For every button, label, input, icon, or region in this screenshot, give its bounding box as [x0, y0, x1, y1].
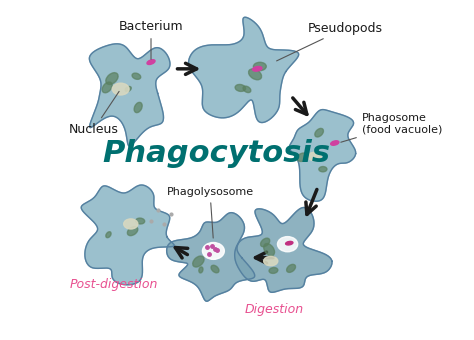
Polygon shape	[189, 17, 299, 122]
Ellipse shape	[315, 129, 323, 137]
Ellipse shape	[124, 219, 138, 229]
Ellipse shape	[308, 152, 321, 161]
Ellipse shape	[102, 82, 112, 93]
Text: Post-digestion: Post-digestion	[70, 278, 158, 291]
Ellipse shape	[134, 102, 142, 113]
Text: Phagocytosis: Phagocytosis	[103, 139, 331, 168]
Ellipse shape	[243, 86, 251, 92]
Ellipse shape	[112, 83, 129, 95]
Ellipse shape	[254, 62, 266, 71]
Ellipse shape	[287, 265, 295, 272]
Ellipse shape	[277, 237, 298, 252]
Polygon shape	[290, 109, 356, 201]
Text: Phagosome
(food vacuole): Phagosome (food vacuole)	[341, 113, 442, 142]
Ellipse shape	[136, 218, 145, 224]
Ellipse shape	[264, 243, 274, 256]
Polygon shape	[235, 207, 332, 292]
Ellipse shape	[286, 241, 293, 245]
Ellipse shape	[248, 69, 262, 80]
Text: Nucleus: Nucleus	[69, 91, 119, 136]
Text: Digestion: Digestion	[245, 303, 304, 316]
Ellipse shape	[269, 268, 278, 273]
Ellipse shape	[199, 267, 203, 273]
Ellipse shape	[297, 153, 309, 162]
Ellipse shape	[106, 73, 118, 84]
Ellipse shape	[147, 60, 155, 65]
Ellipse shape	[106, 232, 111, 238]
Ellipse shape	[125, 86, 131, 91]
Ellipse shape	[193, 256, 204, 267]
Ellipse shape	[132, 73, 141, 79]
Text: Bacterium: Bacterium	[118, 20, 183, 59]
Ellipse shape	[128, 226, 138, 236]
Ellipse shape	[331, 141, 339, 145]
Ellipse shape	[264, 256, 278, 266]
Polygon shape	[81, 185, 174, 285]
Text: Phagolysosome: Phagolysosome	[166, 187, 254, 238]
Ellipse shape	[319, 167, 327, 172]
Ellipse shape	[235, 84, 246, 91]
Ellipse shape	[202, 242, 224, 259]
Ellipse shape	[211, 265, 219, 273]
Polygon shape	[167, 212, 255, 301]
Text: Pseudopods: Pseudopods	[277, 22, 383, 61]
Ellipse shape	[253, 67, 262, 71]
Polygon shape	[90, 44, 170, 146]
Ellipse shape	[261, 238, 270, 247]
